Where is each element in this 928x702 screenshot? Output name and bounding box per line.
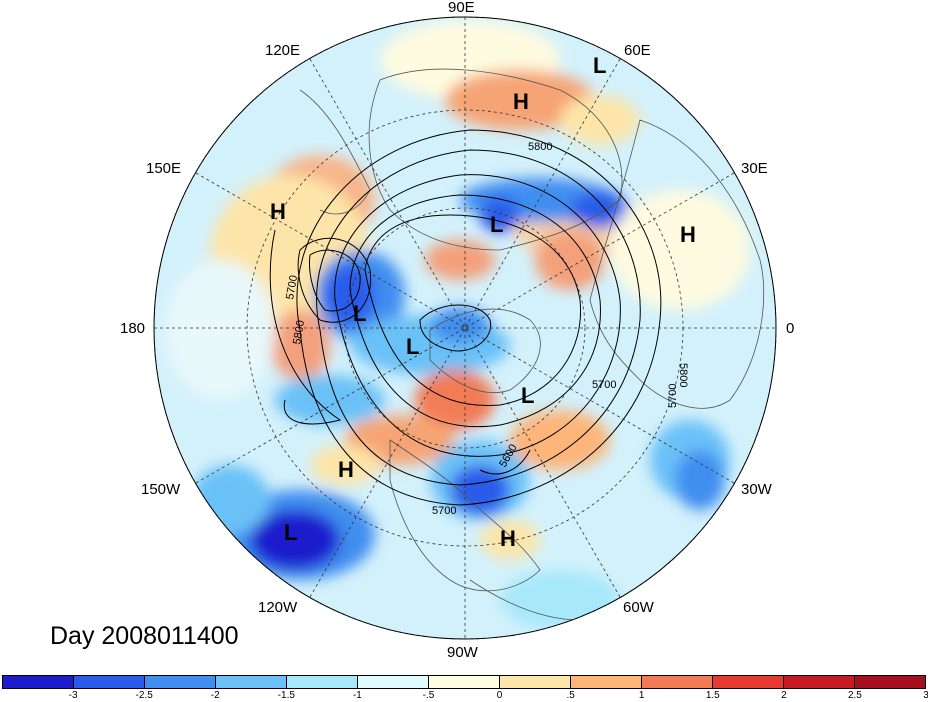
colorbar-swatch — [500, 676, 571, 688]
high-pressure-center: H — [270, 199, 286, 224]
contour-label: 5700 — [432, 505, 456, 517]
colorbar-tick-label: -1.5 — [277, 690, 295, 701]
lon-label-60e: 60E — [624, 42, 651, 59]
colorbar-tick-label: -.5 — [422, 690, 435, 701]
colorbar-swatch — [358, 676, 429, 688]
low-pressure-center: L — [353, 301, 366, 326]
colorbar-swatch — [855, 676, 925, 688]
colorbar-tick-label: 2.5 — [847, 690, 862, 701]
high-pressure-center: H — [500, 526, 516, 551]
colorbar-swatch — [216, 676, 287, 688]
lon-label-120e: 120E — [265, 42, 301, 59]
low-pressure-center: L — [521, 383, 534, 408]
contour-label: 5800 — [291, 319, 307, 345]
lon-label-30w: 30W — [741, 481, 772, 498]
contour-label: 5800 — [528, 141, 552, 153]
colorbar-swatch — [571, 676, 642, 688]
high-pressure-center: H — [680, 222, 696, 247]
lon-label-30e: 30E — [741, 160, 768, 177]
colorbar-tick-label: 0 — [496, 690, 503, 701]
height-contours — [269, 129, 662, 506]
lon-label-180: 180 — [120, 320, 146, 337]
colorbar-tick-label: -2.5 — [135, 690, 153, 701]
contour-labels: 5800 5700 5800 5700 5800 5700 5600 5700 — [284, 141, 689, 517]
colorbar-tick-label: -1 — [352, 690, 362, 701]
low-pressure-center: L — [593, 53, 606, 78]
high-pressure-center: H — [513, 89, 529, 114]
low-pressure-center: L — [406, 334, 419, 359]
pressure-centers: L H H L H L L L H H L — [270, 53, 696, 551]
contour-label: 5700 — [284, 274, 300, 300]
low-pressure-center: L — [490, 212, 503, 237]
contour-label: 5700 — [592, 379, 616, 391]
colorbar-tick-label: -2 — [210, 690, 220, 701]
lon-label-60w: 60W — [623, 599, 654, 616]
colorbar-swatch — [784, 676, 855, 688]
colorbar-swatch — [287, 676, 358, 688]
colorbar-tick-label: 2 — [781, 690, 787, 701]
lon-label-90e: 90E — [448, 0, 475, 16]
colorbar-swatch — [642, 676, 713, 688]
lon-label-90w: 90W — [447, 644, 478, 661]
lon-label-120w: 120W — [258, 599, 298, 616]
colorbar-swatch — [74, 676, 145, 688]
contour-label: 5800 — [677, 363, 689, 387]
colorbar-swatch — [145, 676, 216, 688]
day-title: Day 2008011400 — [50, 622, 239, 650]
colorbar-tick-label: 1 — [638, 690, 645, 701]
colorbar-swatch — [713, 676, 784, 688]
colorbar-tick-label: .5 — [566, 690, 575, 701]
contour-label: 5700 — [667, 384, 679, 408]
colorbar-swatch — [3, 676, 74, 688]
low-pressure-center: L — [284, 520, 297, 545]
coastlines — [299, 68, 765, 621]
colorbar-tick-label: 1.5 — [705, 690, 720, 701]
lon-label-150w: 150W — [141, 481, 181, 498]
colorbar-tick-label: 3 — [923, 690, 928, 701]
high-pressure-center: H — [338, 457, 354, 482]
lon-label-150e: 150E — [146, 160, 182, 177]
colorbar — [2, 675, 926, 689]
lon-label-0: 0 — [786, 320, 795, 337]
colorbar-swatch — [429, 676, 500, 688]
colorbar-tick-label: -3 — [68, 690, 78, 701]
map-boundary — [153, 16, 777, 640]
